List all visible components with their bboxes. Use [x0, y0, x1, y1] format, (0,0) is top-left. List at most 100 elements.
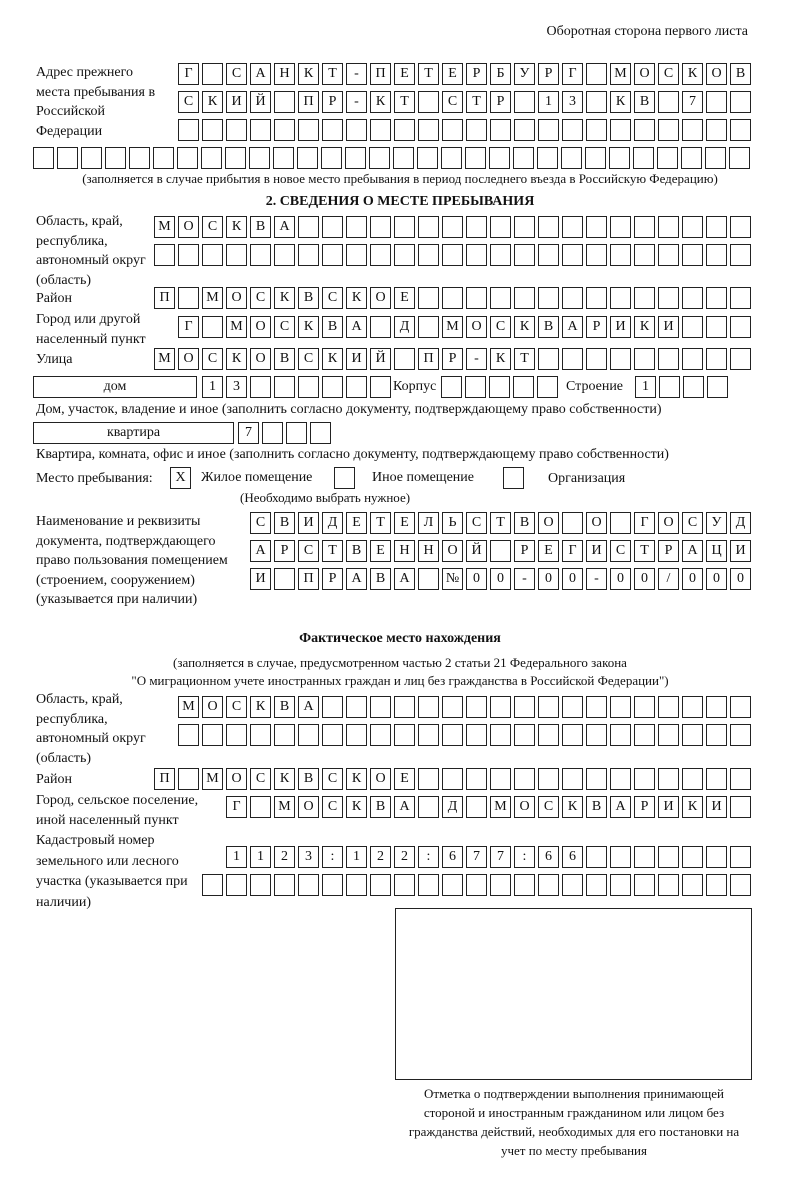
char-cell[interactable]: 6: [442, 846, 463, 868]
char-cell[interactable]: Л: [418, 512, 439, 534]
char-cell[interactable]: [250, 724, 271, 746]
char-cell[interactable]: [153, 147, 174, 169]
char-cell[interactable]: [634, 724, 655, 746]
char-cell[interactable]: [442, 724, 463, 746]
char-cell[interactable]: [513, 376, 534, 398]
char-cell[interactable]: Г: [178, 316, 199, 338]
char-cell[interactable]: [634, 768, 655, 790]
char-cell[interactable]: [706, 119, 727, 141]
char-cell[interactable]: О: [298, 796, 319, 818]
char-cell[interactable]: К: [298, 316, 319, 338]
char-cell[interactable]: [418, 696, 439, 718]
char-cell[interactable]: С: [610, 540, 631, 562]
char-cell[interactable]: Р: [466, 63, 487, 85]
char-cell[interactable]: Б: [490, 63, 511, 85]
char-cell[interactable]: [610, 348, 631, 370]
char-cell[interactable]: [609, 147, 630, 169]
char-cell[interactable]: К: [346, 287, 367, 309]
char-cell[interactable]: [610, 846, 631, 868]
char-cell[interactable]: 7: [238, 422, 259, 444]
char-cell[interactable]: О: [538, 512, 559, 534]
char-cell[interactable]: [418, 796, 439, 818]
char-cell[interactable]: [465, 147, 486, 169]
char-cell[interactable]: [322, 724, 343, 746]
char-cell[interactable]: [489, 376, 510, 398]
char-cell[interactable]: [490, 119, 511, 141]
char-cell[interactable]: [466, 768, 487, 790]
char-cell[interactable]: [442, 287, 463, 309]
char-cell[interactable]: [706, 287, 727, 309]
char-cell[interactable]: 0: [634, 568, 655, 590]
char-cell[interactable]: [658, 348, 679, 370]
char-cell[interactable]: Д: [322, 512, 343, 534]
char-cell[interactable]: К: [274, 287, 295, 309]
char-cell[interactable]: [610, 244, 631, 266]
char-cell[interactable]: [273, 147, 294, 169]
char-cell[interactable]: [298, 376, 319, 398]
char-cell[interactable]: :: [322, 846, 343, 868]
char-cell[interactable]: Р: [490, 91, 511, 113]
char-cell[interactable]: К: [682, 796, 703, 818]
char-cell[interactable]: [730, 348, 751, 370]
char-cell[interactable]: [57, 147, 78, 169]
char-cell[interactable]: И: [658, 316, 679, 338]
char-cell[interactable]: Е: [346, 512, 367, 534]
char-cell[interactable]: С: [490, 316, 511, 338]
char-cell[interactable]: В: [274, 348, 295, 370]
char-cell[interactable]: К: [682, 63, 703, 85]
char-cell[interactable]: [586, 216, 607, 238]
char-cell[interactable]: В: [274, 512, 295, 534]
char-cell[interactable]: [634, 696, 655, 718]
char-cell[interactable]: [706, 348, 727, 370]
char-cell[interactable]: М: [490, 796, 511, 818]
char-cell[interactable]: [586, 119, 607, 141]
char-cell[interactable]: [586, 724, 607, 746]
char-cell[interactable]: [274, 874, 295, 896]
char-cell[interactable]: [657, 147, 678, 169]
char-cell[interactable]: С: [202, 216, 223, 238]
option-organization-checkbox[interactable]: [503, 467, 524, 489]
char-cell[interactable]: О: [226, 287, 247, 309]
char-cell[interactable]: [585, 147, 606, 169]
char-cell[interactable]: [418, 568, 439, 590]
char-cell[interactable]: Р: [538, 63, 559, 85]
char-cell[interactable]: [345, 147, 366, 169]
char-cell[interactable]: [262, 422, 283, 444]
char-cell[interactable]: [537, 147, 558, 169]
char-cell[interactable]: [466, 216, 487, 238]
char-cell[interactable]: /: [658, 568, 679, 590]
char-cell[interactable]: [514, 874, 535, 896]
char-cell[interactable]: [249, 147, 270, 169]
char-cell[interactable]: [442, 874, 463, 896]
char-cell[interactable]: М: [274, 796, 295, 818]
char-cell[interactable]: [586, 244, 607, 266]
char-cell[interactable]: С: [658, 63, 679, 85]
char-cell[interactable]: [394, 216, 415, 238]
char-cell[interactable]: К: [226, 216, 247, 238]
char-cell[interactable]: [538, 696, 559, 718]
char-cell[interactable]: [658, 768, 679, 790]
char-cell[interactable]: О: [634, 63, 655, 85]
char-cell[interactable]: [730, 768, 751, 790]
char-cell[interactable]: [250, 376, 271, 398]
char-cell[interactable]: [538, 244, 559, 266]
char-cell[interactable]: П: [154, 768, 175, 790]
char-cell[interactable]: О: [514, 796, 535, 818]
char-cell[interactable]: О: [178, 216, 199, 238]
char-cell[interactable]: [730, 696, 751, 718]
char-cell[interactable]: [442, 119, 463, 141]
char-cell[interactable]: 0: [706, 568, 727, 590]
char-cell[interactable]: [274, 568, 295, 590]
char-cell[interactable]: [442, 768, 463, 790]
char-cell[interactable]: [561, 147, 582, 169]
char-cell[interactable]: [322, 874, 343, 896]
char-cell[interactable]: [490, 244, 511, 266]
char-cell[interactable]: 1: [635, 376, 656, 398]
char-cell[interactable]: У: [706, 512, 727, 534]
char-cell[interactable]: В: [298, 287, 319, 309]
char-cell[interactable]: [538, 768, 559, 790]
char-cell[interactable]: [586, 91, 607, 113]
char-cell[interactable]: [418, 119, 439, 141]
char-cell[interactable]: [490, 540, 511, 562]
char-cell[interactable]: [298, 216, 319, 238]
